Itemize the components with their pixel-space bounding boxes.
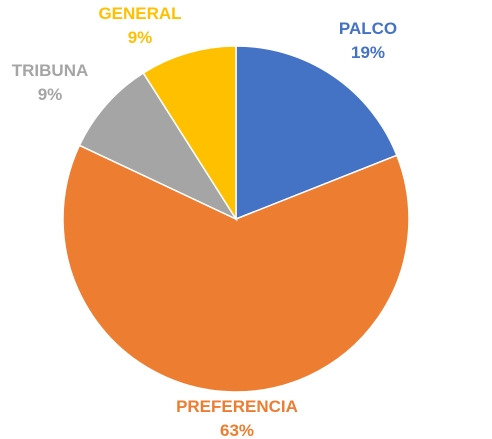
pie-slice-palco <box>235 45 398 221</box>
pie-slice-general <box>142 45 237 222</box>
data-label-general-percent: 9% <box>128 28 153 47</box>
data-label-preferencia-name: PREFERENCIA <box>176 397 298 416</box>
pie-slices <box>62 45 410 393</box>
data-label-tribuna-name: TRIBUNA <box>12 61 89 80</box>
data-label-preferencia-percent: 63% <box>220 421 254 439</box>
data-label-general-name: GENERAL <box>98 4 181 23</box>
data-label-tribuna-percent: 9% <box>38 85 63 104</box>
pie-slice-tribuna <box>78 71 239 221</box>
pie-slice-preferencia <box>62 144 410 393</box>
data-label-palco-name: PALCO <box>339 19 397 38</box>
data-label-palco-percent: 19% <box>351 43 385 62</box>
